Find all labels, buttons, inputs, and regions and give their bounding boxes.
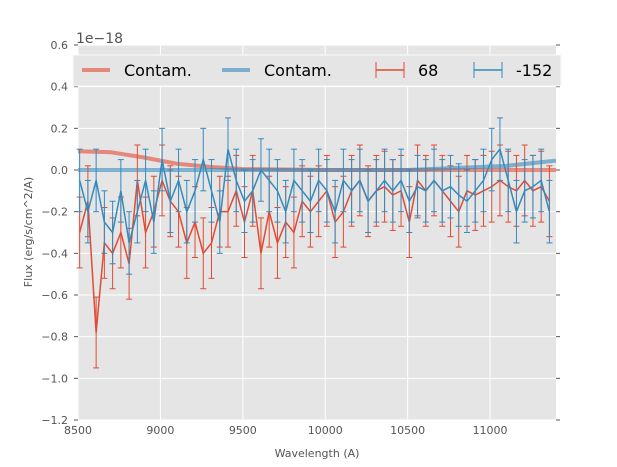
legend-label: Contam.	[264, 61, 332, 80]
x-tick-label: 8500	[64, 424, 92, 437]
y-tick-label: 0.2	[51, 122, 69, 135]
y-tick-label: −1.0	[41, 372, 68, 385]
y-tick-label: 0.4	[51, 81, 69, 94]
y-tick-label: 0.6	[51, 39, 69, 52]
y-tick-label: 0.0	[51, 164, 69, 177]
y-tick-label: −0.6	[41, 289, 68, 302]
legend-label: 68	[418, 61, 438, 80]
x-tick-label: 9500	[229, 424, 257, 437]
y-tick-label: −0.4	[41, 247, 68, 260]
y-tick-label: −0.8	[41, 331, 68, 344]
y-tick-label: −1.2	[41, 414, 68, 427]
offset-label: 1e−18	[76, 31, 123, 47]
series-line	[78, 147, 551, 244]
x-axis-label: Wavelength (A)	[275, 447, 360, 460]
x-tick-label: 10000	[308, 424, 343, 437]
legend: Contam. Contam. 68 -152	[72, 54, 562, 87]
data-marks	[76, 117, 557, 369]
y-tick-label: −0.2	[41, 206, 68, 219]
x-tick-label: 11000	[473, 424, 508, 437]
axis-ticks: 8500 9000 9500 10000 10500 11000 0.6 0.4 0.2 0.0 −…	[41, 39, 560, 437]
legend-label: Contam.	[124, 61, 192, 80]
y-axis-label: Flux (erg/s/cm^2/A)	[22, 177, 35, 287]
x-tick-label: 10500	[390, 424, 425, 437]
legend-label: -152	[516, 61, 552, 80]
series--152	[76, 117, 553, 275]
x-tick-label: 9000	[146, 424, 174, 437]
plot-background	[78, 45, 556, 420]
